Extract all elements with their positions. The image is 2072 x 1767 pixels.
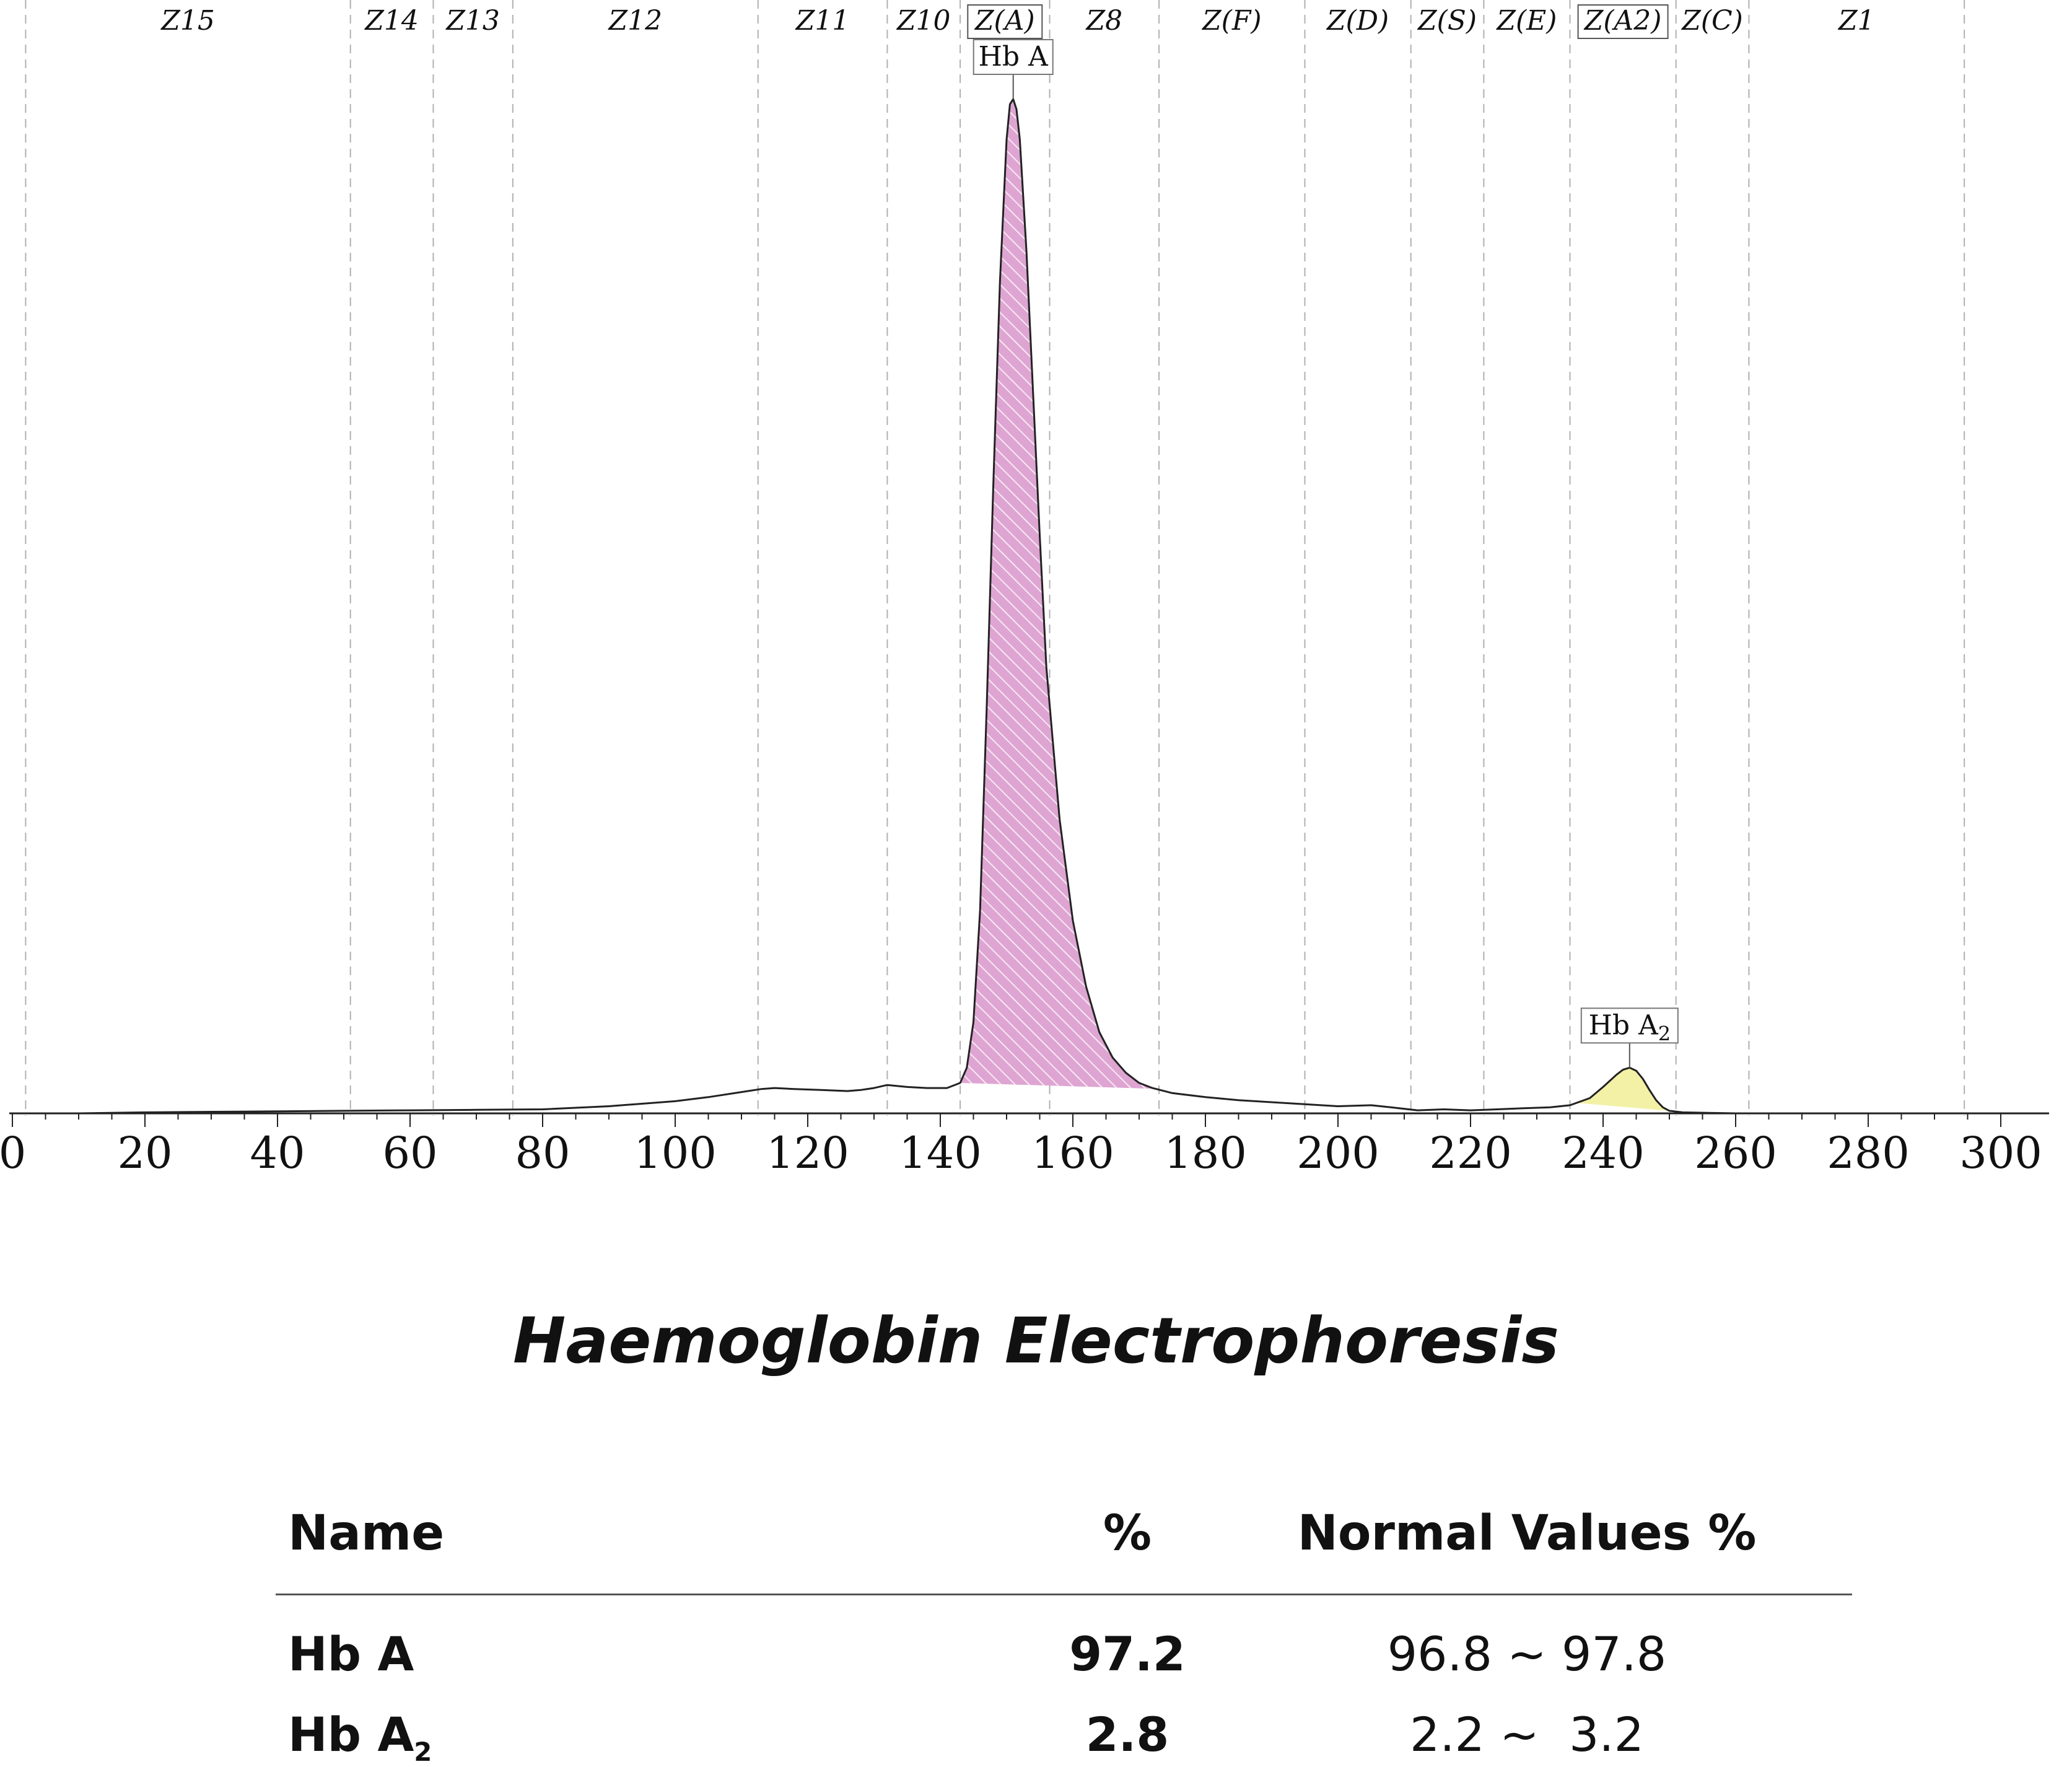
zone-label: Z(E) <box>1495 5 1557 37</box>
zone-label: Z(C) <box>1681 5 1743 37</box>
row-hb-a-percent: 97.2 <box>1069 1626 1186 1682</box>
row-hb-a-normal: 96.8 ~ 97.8 <box>1387 1626 1667 1682</box>
peak-label: Hb A2 <box>1588 1009 1671 1045</box>
zone-label: Z(F) <box>1201 5 1261 37</box>
x-tick-label: 240 <box>1562 1128 1645 1178</box>
zone-label: Z15 <box>160 5 215 37</box>
zone-label: Z14 <box>364 5 419 37</box>
zone-label: Z(S) <box>1417 5 1477 37</box>
row-hb-a-name: Hb A <box>288 1626 414 1682</box>
x-tick-label: 60 <box>382 1128 437 1178</box>
header-normal-values: Normal Values % <box>1297 1506 1757 1561</box>
x-tick-label: 280 <box>1827 1128 1910 1178</box>
report-title: Haemoglobin Electrophoresis <box>513 1304 1559 1378</box>
zone-label: Z10 <box>896 5 951 37</box>
x-tick-label: 20 <box>117 1128 172 1178</box>
zone-label: Z12 <box>608 5 663 37</box>
peak-area <box>960 100 1156 1089</box>
zone-label: Z(D) <box>1326 5 1389 37</box>
electropherogram: Z15 Z14 Z13 Z12 Z11 Z10 Z(A) Z8 Z(F) Z(D) Z(S) Z(E)… <box>0 0 2049 1178</box>
x-tick-label: 100 <box>634 1128 717 1178</box>
header-name: Name <box>288 1506 445 1561</box>
x-tick-label: 0 <box>0 1128 26 1178</box>
row-hb-a2-name: Hb A2 <box>288 1707 432 1767</box>
zone-label-box <box>967 4 1043 39</box>
x-tick-label: 80 <box>515 1128 570 1178</box>
peak-label: Hb A <box>979 41 1049 72</box>
electrophoresis-trace <box>78 98 2001 1115</box>
x-tick-label: 180 <box>1164 1128 1247 1178</box>
peak-area <box>1576 1068 1669 1111</box>
x-tick-label: 40 <box>250 1128 305 1178</box>
row-hb-a2-normal: 2.2 ~ 3.2 <box>1410 1707 1644 1762</box>
header-divider <box>276 1594 1852 1595</box>
zone-label: Z1 <box>1837 5 1875 37</box>
x-tick-label: 220 <box>1429 1128 1512 1178</box>
peak-label-box <box>1580 1007 1679 1044</box>
x-tick-label: 260 <box>1694 1128 1777 1178</box>
x-tick-label: 200 <box>1296 1128 1379 1178</box>
zone-label: Z13 <box>445 5 500 37</box>
x-tick-label: 140 <box>899 1128 982 1178</box>
zone-label: Z11 <box>795 5 850 37</box>
zone-label: Z(A) <box>974 5 1035 37</box>
zone-label-box <box>1577 4 1669 39</box>
x-tick-label: 120 <box>766 1128 849 1178</box>
x-tick-label: 300 <box>1959 1128 2042 1178</box>
peak-label-box <box>973 39 1054 75</box>
x-tick-label: 160 <box>1031 1128 1114 1178</box>
zone-label: Z8 <box>1085 5 1123 37</box>
header-percent: % <box>1103 1506 1152 1561</box>
zone-label: Z(A2) <box>1583 5 1662 37</box>
